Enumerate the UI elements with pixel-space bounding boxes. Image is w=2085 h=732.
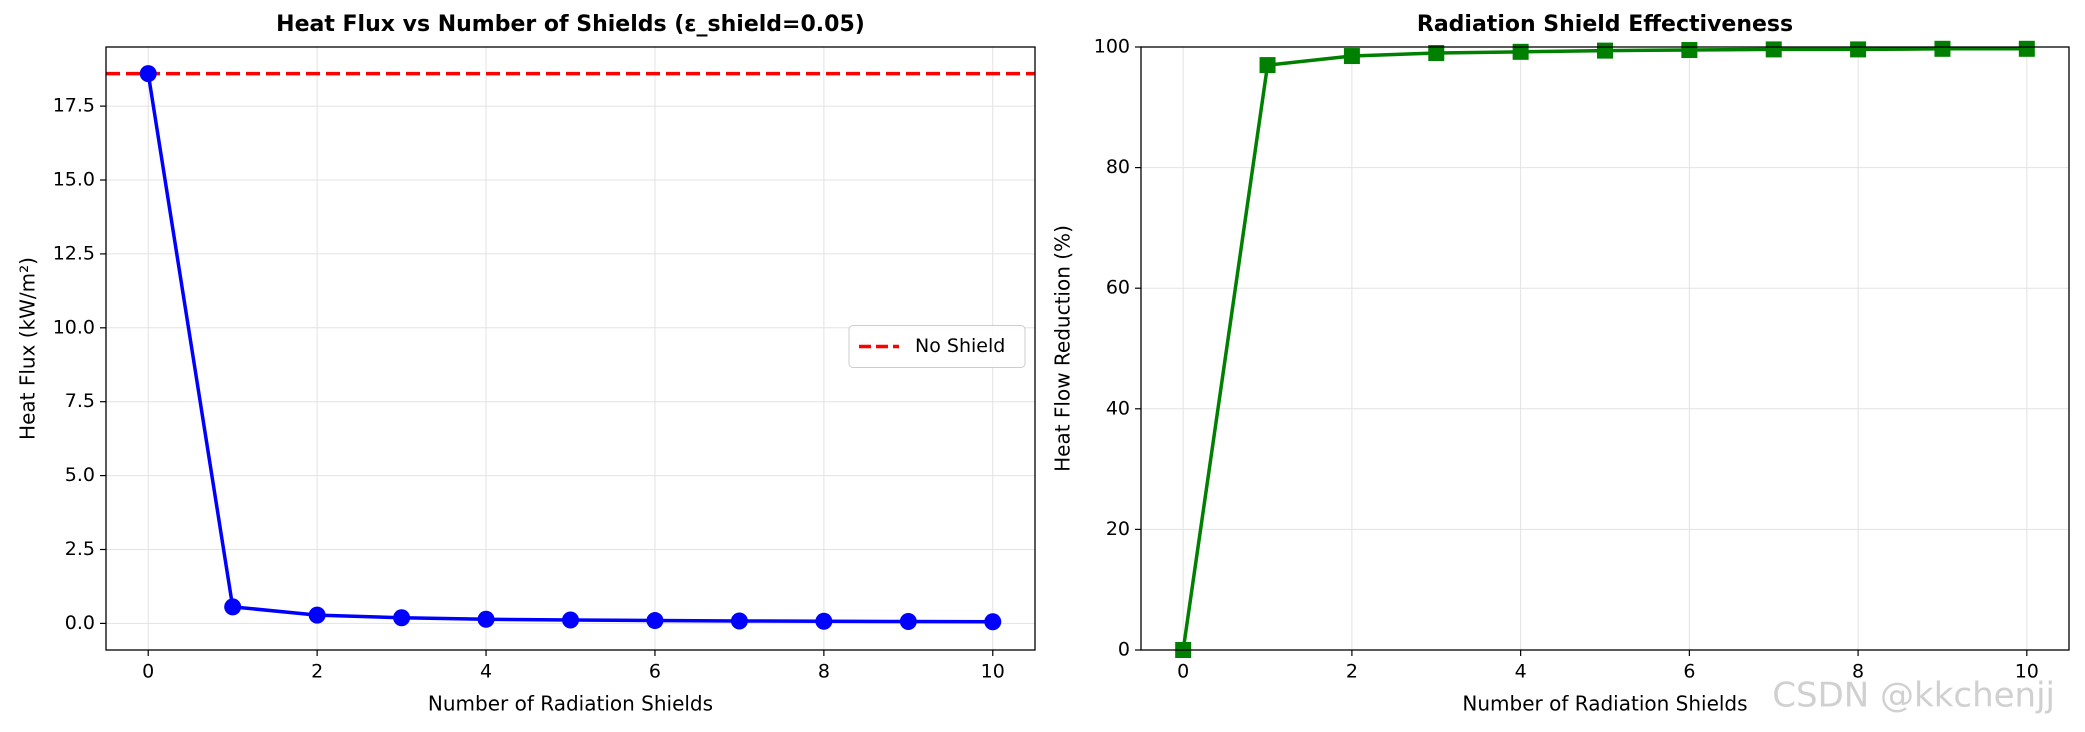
x-tick-label: 2	[1346, 661, 1358, 683]
y-tick-label: 17.5	[53, 95, 95, 117]
y-tick-label: 20	[1106, 518, 1130, 540]
x-tick-label: 8	[818, 661, 830, 683]
marker	[1934, 40, 1951, 57]
y-tick-label: 0	[1118, 639, 1130, 661]
marker	[393, 609, 411, 627]
y-tick-label: 5.0	[65, 464, 95, 486]
x-axis-label: Number of Radiation Shields	[428, 692, 713, 716]
x-tick-label: 6	[1683, 661, 1695, 683]
marker	[308, 606, 326, 624]
y-tick-label: 40	[1106, 397, 1130, 419]
x-tick-label: 4	[480, 661, 492, 683]
marker	[139, 65, 157, 83]
marker	[984, 613, 1002, 631]
marker	[730, 612, 748, 630]
y-tick-label: 7.5	[65, 390, 95, 412]
legend-label: No Shield	[915, 335, 1005, 357]
marker	[562, 611, 579, 629]
marker	[646, 612, 664, 630]
y-axis-label: Heat Flow Reduction (%)	[1051, 225, 1075, 472]
chart-title: Heat Flux vs Number of Shields (ε_shield…	[276, 12, 865, 37]
marker	[224, 598, 242, 616]
marker	[1765, 41, 1782, 58]
marker	[1343, 48, 1360, 65]
y-tick-label: 60	[1106, 277, 1130, 299]
marker	[815, 612, 833, 630]
x-tick-label: 10	[2015, 661, 2039, 683]
y-tick-label: 10.0	[53, 316, 95, 338]
y-tick-label: 80	[1106, 156, 1130, 178]
watermark: CSDN @kkchenjj	[1772, 676, 2055, 716]
axes-frame	[105, 46, 1036, 651]
y-tick-label: 12.5	[53, 242, 95, 264]
x-tick-label: 4	[1515, 661, 1527, 683]
x-axis-label: Number of Radiation Shields	[1462, 692, 1747, 716]
x-tick-label: 0	[142, 661, 154, 683]
x-tick-label: 0	[1177, 661, 1189, 683]
marker	[1850, 41, 1867, 58]
marker	[1681, 42, 1698, 59]
marker	[2018, 40, 2035, 57]
marker	[477, 610, 495, 628]
x-tick-label: 10	[981, 661, 1005, 683]
marker	[899, 613, 917, 631]
y-tick-label: 2.5	[65, 538, 95, 560]
marker	[1512, 43, 1529, 60]
chart-title: Radiation Shield Effectiveness	[1417, 12, 1793, 37]
marker	[1259, 57, 1276, 74]
x-tick-label: 6	[649, 661, 661, 683]
y-tick-label: 0.0	[65, 612, 95, 634]
legend-box	[848, 325, 1026, 368]
y-tick-label: 15.0	[53, 169, 95, 191]
x-tick-label: 8	[1852, 661, 1864, 683]
y-tick-label: 100	[1094, 36, 1130, 58]
axes-frame	[1140, 46, 2070, 651]
marker	[1597, 42, 1613, 59]
y-axis-label: Heat Flux (kW/m²)	[16, 257, 40, 440]
marker	[1428, 45, 1445, 62]
x-tick-label: 2	[311, 661, 323, 683]
